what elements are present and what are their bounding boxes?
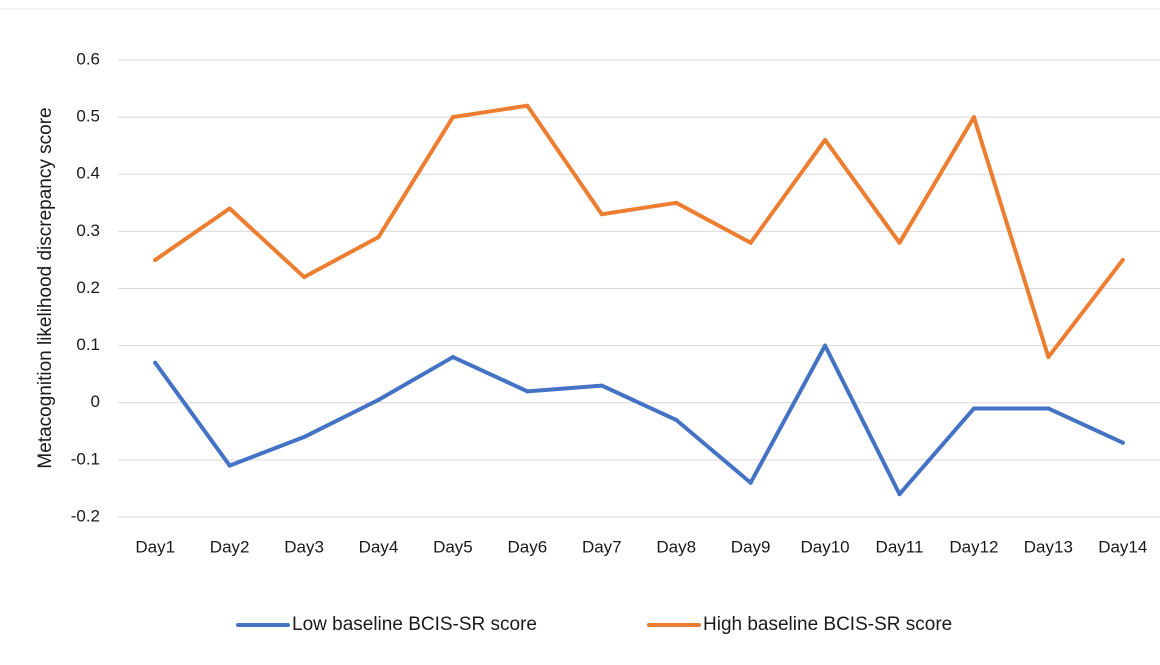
x-tick-label: Day5	[433, 537, 473, 556]
x-tick-label: Day1	[135, 537, 175, 556]
series-lines	[153, 103, 1125, 497]
data-point	[450, 115, 455, 120]
data-point	[1120, 440, 1125, 445]
data-point	[897, 492, 902, 497]
grid-lines	[118, 59, 1160, 518]
data-point	[1046, 406, 1051, 411]
data-point	[674, 200, 679, 205]
data-point	[525, 389, 530, 394]
data-point	[153, 257, 158, 262]
data-point	[599, 383, 604, 388]
y-tick-label: 0	[91, 392, 100, 411]
legend-label: High baseline BCIS-SR score	[703, 614, 952, 635]
x-tick-label: Day6	[508, 537, 548, 556]
x-tick-label: Day4	[359, 537, 399, 556]
data-point	[971, 115, 976, 120]
data-point	[302, 435, 307, 440]
series-line	[153, 103, 1125, 360]
x-tick-label: Day7	[582, 537, 622, 556]
data-point	[748, 240, 753, 245]
data-point	[525, 103, 530, 108]
y-tick-label: 0.3	[76, 221, 100, 240]
data-point	[376, 235, 381, 240]
x-tick-label: Day14	[1098, 537, 1147, 556]
data-point	[823, 343, 828, 348]
y-tick-label: -0.2	[71, 506, 100, 525]
x-tick-label: Day11	[876, 537, 924, 556]
data-point	[376, 397, 381, 402]
data-point	[227, 206, 232, 211]
x-tick-label: Day8	[656, 537, 696, 556]
x-tick-label: Day2	[210, 537, 250, 556]
data-point	[599, 212, 604, 217]
legend-label: Low baseline BCIS-SR score	[292, 614, 537, 635]
x-tick-label: Day9	[731, 537, 771, 556]
x-tick-label: Day12	[949, 537, 998, 556]
legend: Low baseline BCIS-SR score High baseline …	[236, 614, 952, 635]
series-line	[153, 343, 1125, 497]
data-point	[897, 240, 902, 245]
data-point	[227, 463, 232, 468]
data-point	[302, 275, 307, 280]
y-tick-label: 0.2	[76, 278, 100, 297]
x-axis-ticks: Day1 Day2 Day3 Day4 Day5 Day6 Day7 Day8 Day9 Day1…	[135, 537, 1147, 556]
data-point	[823, 137, 828, 142]
y-tick-label: -0.1	[71, 449, 100, 468]
series-high-baseline	[153, 103, 1125, 360]
y-axis-ticks: 0.6 0.5 0.4 0.3 0.2 0.1 0 -0.1 -0.2	[71, 49, 100, 525]
data-point	[674, 417, 679, 422]
y-tick-label: 0.1	[76, 335, 100, 354]
data-point	[450, 355, 455, 360]
data-point	[1120, 257, 1125, 262]
data-point	[1046, 355, 1051, 360]
y-tick-label: 0.4	[76, 164, 100, 183]
data-point	[748, 480, 753, 485]
y-axis-label: Metacognition likelihood discrepancy sco…	[35, 107, 56, 468]
y-tick-label: 0.6	[76, 49, 100, 68]
x-tick-label: Day13	[1024, 537, 1073, 556]
data-point	[971, 406, 976, 411]
y-tick-label: 0.5	[76, 107, 100, 126]
x-tick-label: Day3	[284, 537, 324, 556]
data-point	[153, 360, 158, 365]
series-low-baseline	[153, 343, 1125, 497]
x-tick-label: Day10	[801, 537, 850, 556]
